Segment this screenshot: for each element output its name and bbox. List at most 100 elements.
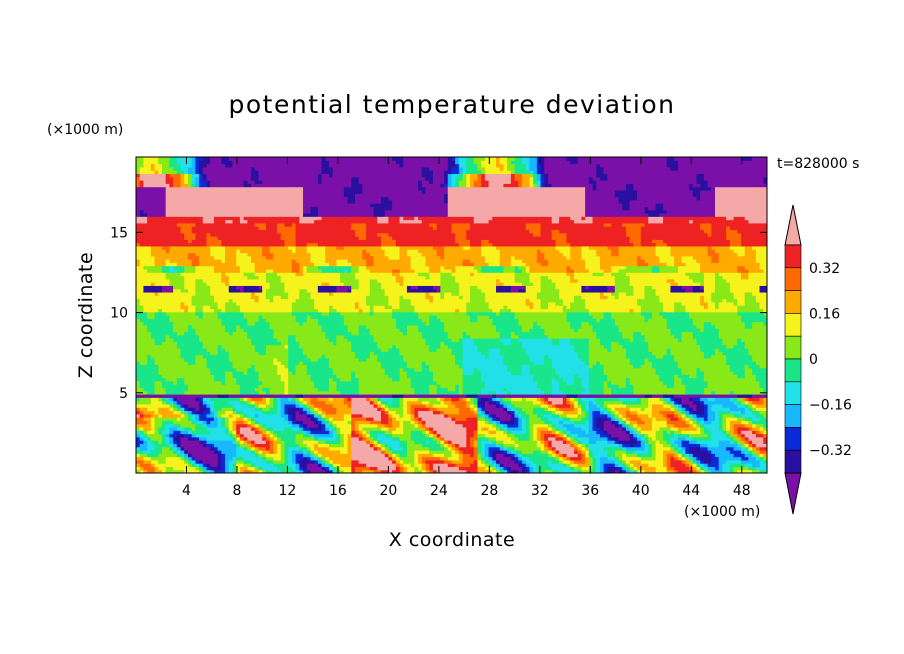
field-cell (258, 166, 263, 171)
field-cell (169, 222, 174, 227)
field-cell (173, 364, 178, 369)
field-cell (247, 232, 252, 237)
field-cell (225, 308, 230, 313)
field-cell (325, 417, 330, 421)
field-cell (321, 367, 326, 372)
field-cell (269, 351, 274, 356)
field-cell (147, 255, 152, 260)
field-cell (173, 219, 178, 224)
field-cell (265, 255, 271, 260)
field-cell (232, 344, 237, 349)
field-cell (251, 212, 256, 217)
field-cell (284, 387, 289, 392)
field-cell (150, 229, 156, 234)
field-cell (306, 160, 312, 165)
field-cell (321, 272, 326, 277)
field-cell (303, 390, 308, 395)
field-cell (228, 338, 234, 342)
field-cell (136, 331, 141, 336)
field-cell (265, 259, 271, 263)
field-cell (191, 176, 196, 181)
field-cell (262, 334, 267, 339)
field-cell (176, 361, 182, 365)
field-cell (161, 301, 167, 306)
field-cell (165, 183, 170, 188)
field-cell (295, 209, 300, 214)
field-cell (221, 180, 226, 184)
field-cell (139, 384, 145, 389)
field-cell (161, 341, 167, 346)
field-cell (136, 189, 141, 194)
field-cell (213, 245, 219, 250)
field-cell (232, 236, 237, 240)
field-cell (154, 407, 159, 412)
field-cell (247, 390, 252, 395)
field-cell (317, 357, 323, 362)
field-cell (184, 229, 189, 234)
field-cell (221, 407, 226, 412)
field-cell (314, 315, 319, 319)
field-cell (180, 163, 185, 168)
field-cell (191, 278, 196, 283)
field-cell (228, 413, 234, 418)
field-cell (295, 176, 300, 181)
field-cell (262, 282, 267, 286)
field-cell (310, 163, 315, 168)
field-cell (232, 288, 237, 293)
field-cell (273, 449, 278, 454)
field-cell (277, 318, 282, 323)
field-cell (176, 180, 182, 184)
field-cell (265, 236, 271, 240)
field-cell (258, 222, 263, 227)
field-cell (221, 341, 226, 346)
field-cell (284, 285, 289, 290)
field-cell (206, 367, 211, 372)
field-cell (247, 301, 252, 306)
field-cell (221, 413, 226, 418)
field-cell (206, 239, 211, 244)
field-cell (210, 268, 215, 273)
field-cell (243, 249, 248, 254)
field-cell (295, 341, 300, 346)
field-cell (158, 420, 163, 425)
field-cell (243, 403, 248, 408)
field-cell (317, 176, 323, 181)
field-cell (206, 357, 211, 362)
field-cell (303, 433, 308, 438)
field-cell (165, 384, 170, 389)
field-cell (288, 344, 293, 349)
field-cell (236, 459, 241, 464)
field-cell (213, 183, 219, 188)
field-cell (232, 285, 237, 290)
field-cell (247, 186, 252, 191)
field-cell (158, 397, 163, 402)
field-cell (265, 449, 271, 454)
field-cell (265, 291, 271, 296)
field-cell (199, 361, 204, 365)
field-cell (202, 245, 208, 250)
field-cell (258, 338, 263, 342)
field-cell (165, 206, 170, 211)
field-cell (269, 222, 274, 227)
field-cell (180, 449, 185, 454)
field-cell (228, 183, 234, 188)
field-cell (143, 176, 148, 181)
field-cell (314, 440, 319, 444)
field-cell (154, 180, 159, 184)
field-cell (206, 377, 211, 382)
field-cell (262, 163, 267, 168)
field-cell (147, 249, 152, 254)
field-cell (217, 186, 222, 191)
field-cell (191, 403, 196, 408)
field-cell (288, 170, 293, 175)
field-cell (277, 170, 282, 175)
field-cell (291, 249, 297, 254)
field-cell (187, 301, 193, 306)
field-cell (150, 446, 156, 451)
field-cell (176, 265, 182, 270)
field-cell (225, 324, 230, 329)
field-cell (161, 226, 167, 231)
field-cell (165, 255, 170, 260)
field-cell (273, 331, 278, 336)
field-cell (321, 189, 326, 194)
